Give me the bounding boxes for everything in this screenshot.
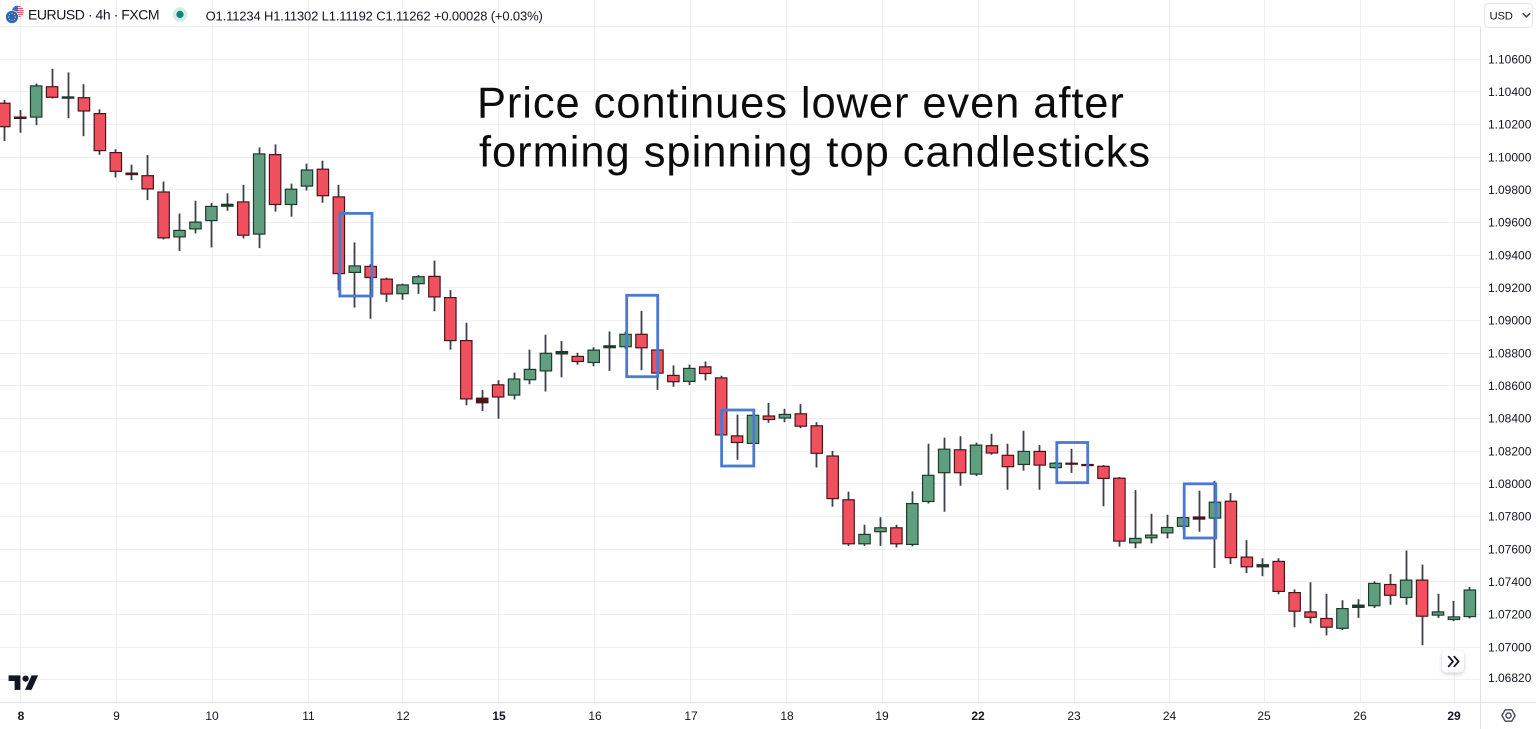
svg-text:O1.11234 H1.11302 L1.11192 C1.: O1.11234 H1.11302 L1.11192 C1.11262 +0.0… [206, 9, 543, 24]
svg-text:1.09000: 1.09000 [1488, 314, 1532, 328]
svg-text:23: 23 [1067, 709, 1081, 723]
svg-text:12: 12 [396, 709, 410, 723]
svg-text:1.08400: 1.08400 [1488, 412, 1532, 426]
svg-text:16: 16 [588, 709, 602, 723]
svg-text:1.06820: 1.06820 [1488, 671, 1532, 685]
svg-text:1.07600: 1.07600 [1488, 542, 1532, 556]
svg-text:1.09800: 1.09800 [1488, 183, 1532, 197]
svg-text:8: 8 [18, 709, 25, 723]
svg-text:1.08800: 1.08800 [1488, 346, 1532, 360]
svg-text:1.10000: 1.10000 [1488, 150, 1532, 164]
svg-text:1.08200: 1.08200 [1488, 444, 1532, 458]
svg-text:forming spinning top candlesti: forming spinning top candlesticks [479, 128, 1151, 176]
svg-text:9: 9 [113, 709, 120, 723]
svg-text:17: 17 [684, 709, 698, 723]
svg-text:25: 25 [1257, 709, 1271, 723]
svg-text:1.09600: 1.09600 [1488, 216, 1532, 230]
svg-text:24: 24 [1163, 709, 1177, 723]
svg-text:1.10200: 1.10200 [1488, 118, 1532, 132]
svg-text:15: 15 [492, 709, 506, 723]
svg-text:1.07400: 1.07400 [1488, 575, 1532, 589]
svg-text:1.07200: 1.07200 [1488, 608, 1532, 622]
svg-text:USD: USD [1490, 10, 1513, 22]
svg-text:29: 29 [1447, 709, 1461, 723]
svg-text:19: 19 [875, 709, 889, 723]
svg-text:22: 22 [971, 709, 985, 723]
svg-text:1.09200: 1.09200 [1488, 281, 1532, 295]
svg-text:Price continues lower even aft: Price continues lower even after [477, 80, 1125, 128]
svg-text:10: 10 [205, 709, 219, 723]
svg-text:1.08600: 1.08600 [1488, 379, 1532, 393]
svg-text:1.07000: 1.07000 [1488, 640, 1532, 654]
svg-text:1.10600: 1.10600 [1488, 52, 1532, 66]
svg-text:18: 18 [780, 709, 794, 723]
svg-text:EURUSD · 4h · FXCM: EURUSD · 4h · FXCM [28, 6, 159, 22]
svg-text:1.10400: 1.10400 [1488, 85, 1532, 99]
svg-text:1.07800: 1.07800 [1488, 510, 1532, 524]
svg-text:1.09400: 1.09400 [1488, 248, 1532, 262]
svg-text:1.08000: 1.08000 [1488, 477, 1532, 491]
svg-text:11: 11 [302, 709, 315, 723]
svg-text:26: 26 [1353, 709, 1367, 723]
